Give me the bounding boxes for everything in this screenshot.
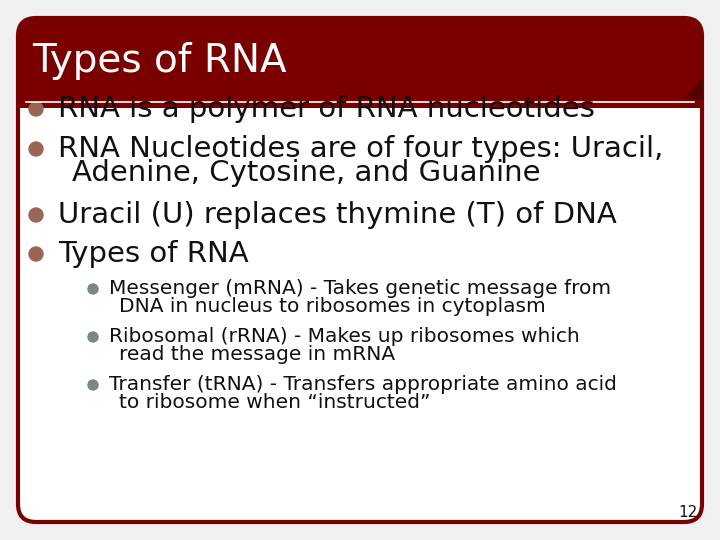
Text: Uracil (U) replaces thymine (T) of DNA: Uracil (U) replaces thymine (T) of DNA (58, 201, 617, 229)
Text: DNA in nucleus to ribosomes in cytoplasm: DNA in nucleus to ribosomes in cytoplasm (119, 298, 546, 316)
Text: to ribosome when “instructed”: to ribosome when “instructed” (119, 394, 431, 413)
Circle shape (29, 142, 43, 156)
Text: RNA Nucleotides are of four types: Uracil,: RNA Nucleotides are of four types: Uraci… (58, 135, 663, 163)
Circle shape (29, 102, 43, 116)
Text: Transfer (tRNA) - Transfers appropriate amino acid: Transfer (tRNA) - Transfers appropriate … (109, 375, 617, 395)
FancyBboxPatch shape (18, 18, 702, 522)
Text: Types of RNA: Types of RNA (58, 240, 248, 268)
Text: Messenger (mRNA) - Takes genetic message from: Messenger (mRNA) - Takes genetic message… (109, 280, 611, 299)
Polygon shape (684, 80, 702, 98)
Circle shape (88, 380, 98, 390)
Text: Adenine, Cytosine, and Guanine: Adenine, Cytosine, and Guanine (72, 159, 541, 187)
FancyBboxPatch shape (18, 18, 702, 108)
Circle shape (88, 332, 98, 342)
Text: RNA is a polymer of RNA nucleotides: RNA is a polymer of RNA nucleotides (58, 95, 595, 123)
Circle shape (29, 247, 43, 261)
Circle shape (88, 284, 98, 294)
Text: read the message in mRNA: read the message in mRNA (119, 346, 395, 365)
Text: 12: 12 (679, 505, 698, 520)
Text: Ribosomal (rRNA) - Makes up ribosomes which: Ribosomal (rRNA) - Makes up ribosomes wh… (109, 327, 580, 347)
Text: Types of RNA: Types of RNA (32, 42, 287, 80)
Circle shape (29, 208, 43, 222)
FancyBboxPatch shape (18, 63, 702, 108)
